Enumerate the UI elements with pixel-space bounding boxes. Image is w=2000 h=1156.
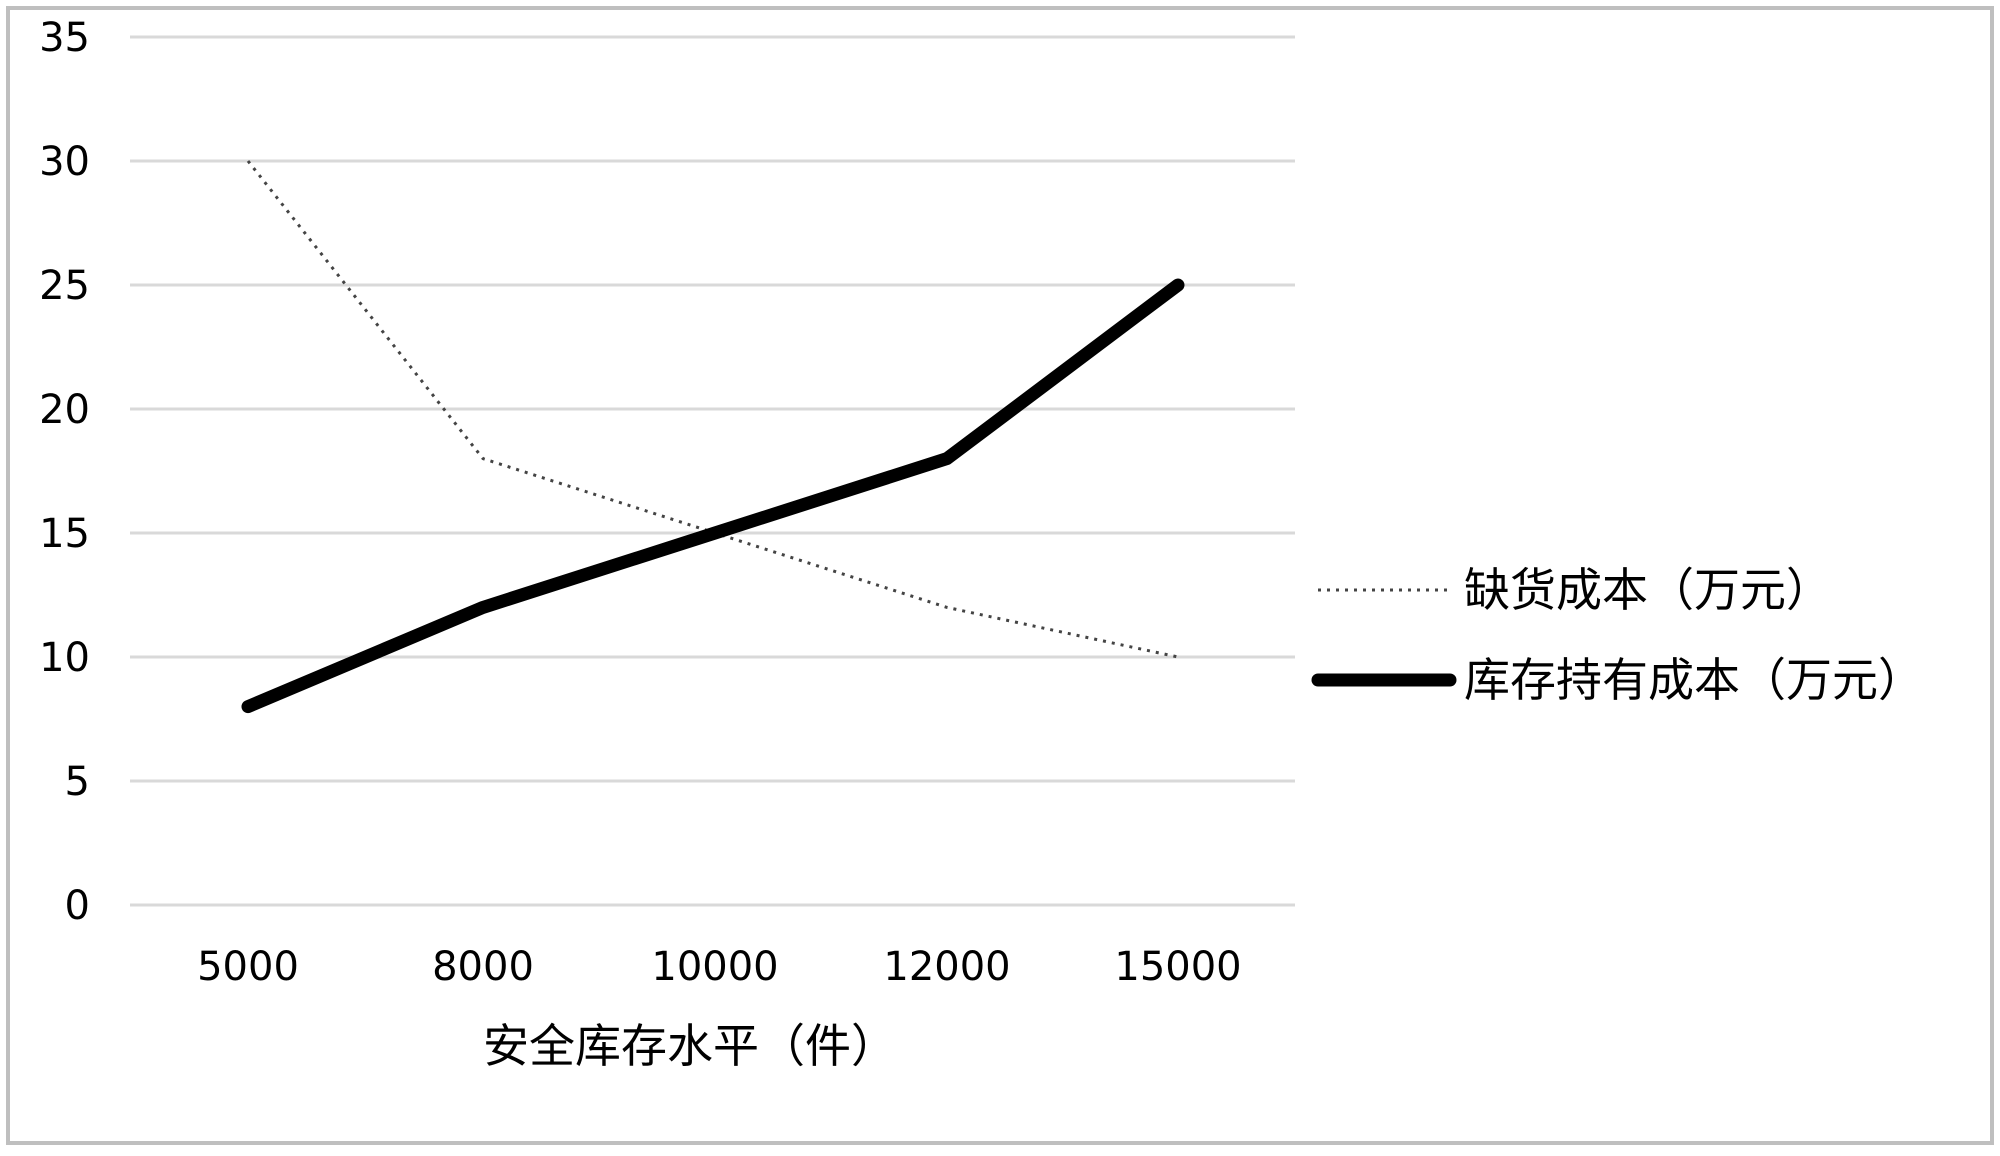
gridlines	[130, 35, 1295, 907]
data-point	[714, 532, 716, 534]
x-tick-label: 15000	[1114, 944, 1241, 990]
x-tick-label: 12000	[883, 944, 1010, 990]
y-tick-label: 20	[39, 387, 90, 433]
y-axis-tick-labels: 0 5 10 15 20 25 30 35	[39, 15, 90, 929]
y-tick-label: 25	[39, 263, 90, 309]
legend-label: 库存持有成本（万元）	[1464, 653, 1924, 707]
y-tick-label: 15	[39, 511, 90, 557]
data-point	[482, 606, 484, 608]
legend-label: 缺货成本（万元）	[1464, 563, 1832, 617]
data-point	[247, 160, 249, 162]
data-point	[946, 458, 948, 460]
legend: 缺货成本（万元） 库存持有成本（万元）	[1311, 563, 1924, 707]
data-point	[1177, 284, 1179, 286]
y-tick-label: 10	[39, 635, 90, 681]
x-axis-title: 安全库存水平（件）	[483, 1019, 897, 1073]
data-point	[247, 706, 249, 708]
series-lines	[241, 160, 1185, 714]
chart-border	[6, 6, 1994, 1145]
y-tick-label: 35	[39, 15, 90, 61]
y-tick-label: 5	[65, 759, 90, 805]
x-axis-tick-labels: 5000 8000 10000 12000 15000	[197, 944, 1242, 990]
x-tick-label: 10000	[651, 944, 778, 990]
y-tick-label: 30	[39, 139, 90, 185]
data-point	[1177, 656, 1179, 658]
y-tick-label: 0	[65, 883, 90, 929]
x-tick-label: 5000	[197, 944, 299, 990]
series-line-1	[241, 278, 1185, 714]
data-point	[482, 458, 484, 460]
data-point	[946, 606, 948, 608]
x-tick-label: 8000	[432, 944, 534, 990]
